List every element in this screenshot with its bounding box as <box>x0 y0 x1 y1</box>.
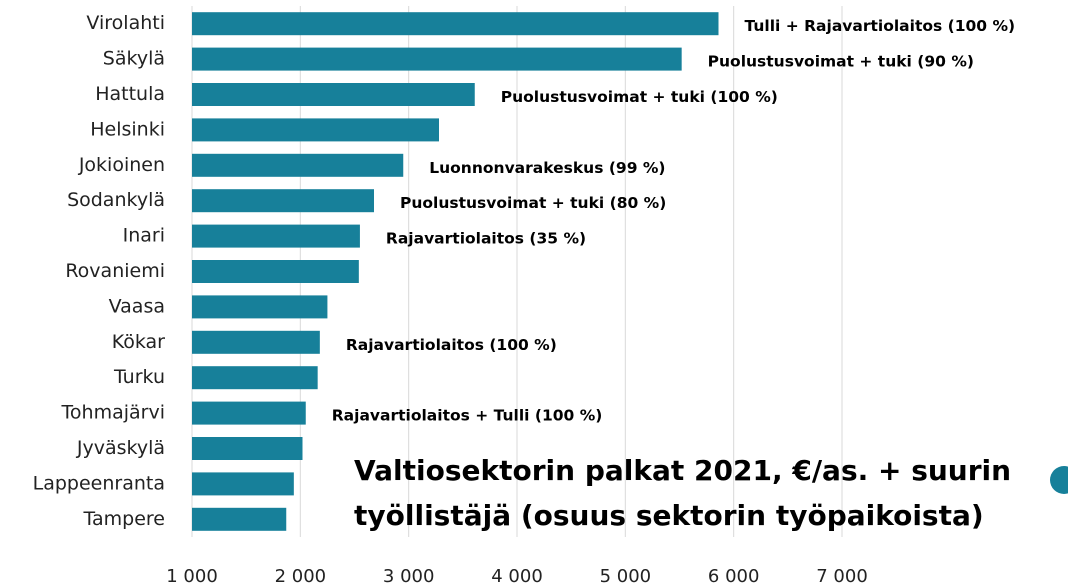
x-tick-label: 4 000 <box>491 566 543 584</box>
bar-note: Puolustusvoimat + tuki (100 %) <box>501 88 778 106</box>
x-tick-label: 1 000 <box>166 566 218 584</box>
bar <box>192 48 682 71</box>
bar <box>192 402 306 425</box>
x-tick-label: 3 000 <box>383 566 435 584</box>
bar <box>192 225 360 248</box>
y-tick-label: Säkylä <box>103 48 165 70</box>
bar <box>192 366 318 389</box>
bar <box>192 508 286 531</box>
y-tick-label: Turku <box>113 366 165 388</box>
y-tick-label: Kökar <box>112 331 165 353</box>
bar-note: Puolustusvoimat + tuki (80 %) <box>400 194 666 212</box>
bar <box>192 437 303 460</box>
bar <box>192 295 327 318</box>
bar <box>192 83 475 106</box>
y-tick-label: Virolahti <box>86 12 165 34</box>
y-tick-label: Sodankylä <box>67 189 165 211</box>
logo <box>1050 466 1068 494</box>
bar <box>192 118 439 141</box>
bar-note: Rajavartiolaitos + Tulli (100 %) <box>332 407 603 425</box>
y-tick-label: Vaasa <box>109 295 165 317</box>
bar <box>192 154 403 177</box>
y-tick-label: Tampere <box>83 508 165 530</box>
bar <box>192 331 320 354</box>
chart-title: Valtiosektorin palkat 2021, €/as. + suur… <box>354 454 1011 487</box>
bar-note: Tulli + Rajavartiolaitos (100 %) <box>745 17 1016 35</box>
bar-note: Puolustusvoimat + tuki (90 %) <box>708 53 974 71</box>
bar <box>192 260 359 283</box>
bar <box>192 189 374 212</box>
bar <box>192 12 719 35</box>
y-tick-label: Rovaniemi <box>65 260 165 282</box>
y-tick-label: Inari <box>123 225 165 247</box>
bar <box>192 472 294 495</box>
y-tick-label: Tohmajärvi <box>61 402 165 424</box>
chart: Valtiosektorin palkat 2021, €/as. + suur… <box>0 0 1068 584</box>
y-tick-label: Hattula <box>95 83 165 105</box>
y-tick-label: Jyväskylä <box>76 437 165 459</box>
chart-title: työllistäjä (osuus sektorin työpaikoista… <box>354 499 984 532</box>
bar-note: Luonnonvarakeskus (99 %) <box>429 159 665 177</box>
bar-note: Rajavartiolaitos (100 %) <box>346 336 557 354</box>
x-tick-label: 7 000 <box>816 566 868 584</box>
x-tick-label: 5 000 <box>600 566 652 584</box>
x-tick-label: 6 000 <box>708 566 760 584</box>
x-tick-label: 2 000 <box>275 566 327 584</box>
y-tick-label: Jokioinen <box>78 154 165 176</box>
bar-note: Rajavartiolaitos (35 %) <box>386 230 586 248</box>
y-tick-label: Helsinki <box>90 118 165 140</box>
y-tick-label: Lappeenranta <box>33 472 165 494</box>
